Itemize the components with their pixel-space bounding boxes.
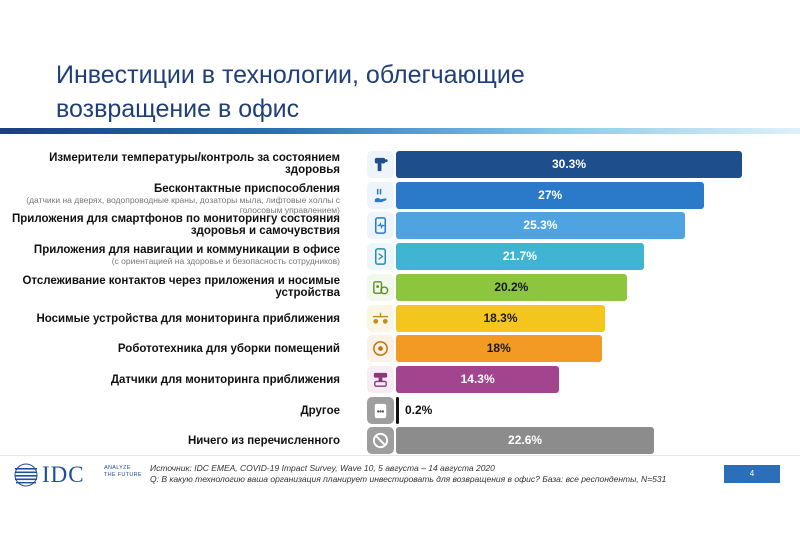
bar-value-label: 27% (538, 187, 563, 202)
category-label: Ничего из перечисленного (0, 435, 340, 447)
footer-divider (0, 455, 800, 456)
category-label: Приложения для навигации и коммуникации … (0, 244, 340, 266)
thermometer-icon (367, 151, 394, 178)
bar-value-label: 14.3% (460, 371, 495, 386)
bar-row: Ничего из перечисленного 22.6% (0, 427, 800, 457)
category-label-text: Измерители температуры/контроль за состо… (49, 152, 340, 176)
bar-row: Другое 0.2% (0, 396, 800, 427)
bar-value-label: 25.3% (523, 218, 558, 233)
touchless-hand-icon (367, 181, 394, 209)
idc-logo: IDC ANALYZE THE FUTURE (14, 462, 144, 488)
slide-title-line-2: возвращение в офис (56, 95, 300, 123)
bar (396, 273, 627, 301)
category-label: Измерители температуры/контроль за состо… (0, 152, 340, 176)
category-label: Бесконтактные приспособления (датчики на … (0, 183, 340, 215)
bar-row: Приложения для смартфонов по мониторингу… (0, 212, 800, 242)
category-label-text: Робототехника для уборки помещений (117, 343, 340, 356)
bar-value-label: 0.2% (405, 402, 433, 417)
category-label-text: Приложения для навигации и коммуникации … (33, 244, 340, 257)
category-label-text: Носимые устройства для мониторинга прибл… (36, 312, 340, 325)
bar-value-label: 18.3% (483, 310, 518, 325)
bar (396, 396, 399, 424)
category-label-text: Датчики для мониторинга приближения (110, 373, 340, 386)
category-sublabel: (с ориентацией на здоровье и безопасност… (111, 256, 340, 267)
bar-value-label: 21.7% (502, 249, 537, 264)
slide-title: Инвестиции в технологии, облегчающие воз… (56, 58, 756, 126)
wearable-distance-icon (367, 304, 394, 332)
bar-value-label: 30.3% (551, 157, 587, 171)
none-icon (367, 427, 394, 455)
source-note: Источник: IDC EMEA, COVID-19 Impact Surv… (150, 463, 710, 485)
idc-logo-text: IDC (42, 462, 85, 487)
bar (396, 304, 605, 332)
category-label: Другое (0, 405, 340, 417)
category-label-text: Другое (300, 404, 340, 417)
bar (396, 335, 602, 363)
category-label: Робототехника для уборки помещений (0, 343, 340, 355)
bar-row: Робототехника для уборки помещений 18% (0, 335, 800, 365)
page-number: 4 (724, 465, 780, 483)
bar-row: Бесконтактные приспособления (датчики на … (0, 181, 800, 215)
bar-value-label: 18% (486, 341, 511, 356)
bar (396, 365, 560, 393)
idc-logo-tagline: ANALYZE THE FUTURE (104, 465, 142, 478)
bar-value-label: 22.6% (508, 433, 543, 448)
title-divider (0, 128, 800, 134)
bar-row: Приложения для навигации и коммуникации … (0, 243, 800, 273)
contact-tracing-icon (367, 273, 394, 301)
proximity-sensor-icon (367, 365, 394, 393)
category-sublabel: (датчики на дверях, водопроводные краны,… (26, 194, 340, 215)
slide-title-line-1: Инвестиции в технологии, облегчающие (56, 61, 525, 89)
category-label: Носимые устройства для мониторинга прибл… (0, 313, 340, 325)
bar (396, 427, 655, 455)
category-label-text: Приложения для смартфонов по мониторингу… (12, 213, 340, 238)
bar (396, 243, 644, 271)
source-line-2: Q: В какую технологию ваша организация п… (150, 474, 667, 484)
category-label-text: Отслеживание контактов через приложения … (22, 274, 340, 299)
bar-row: Датчики для мониторинга приближения 14.3% (0, 365, 800, 396)
bar-row: Носимые устройства для мониторинга прибл… (0, 304, 800, 335)
category-label-text: Бесконтактные приспособления (153, 182, 340, 195)
bar (396, 151, 742, 178)
bar-value-label: 20.2% (494, 279, 529, 294)
category-label-text: Ничего из перечисленного (187, 435, 340, 448)
bar-row: Измерители температуры/контроль за состо… (0, 151, 800, 181)
category-label: Отслеживание контактов через приложения … (0, 275, 340, 299)
idc-globe-icon (14, 463, 38, 487)
cleaning-robot-icon (367, 335, 394, 363)
source-line-1: Источник: IDC EMEA, COVID-19 Impact Surv… (150, 463, 495, 473)
bar (396, 212, 685, 240)
other-dots-icon (367, 396, 394, 424)
category-label: Датчики для мониторинга приближения (0, 374, 340, 386)
bar (396, 181, 705, 209)
bar-row: Отслеживание контактов через приложения … (0, 273, 800, 304)
office-navigation-icon (367, 243, 394, 271)
category-label: Приложения для смартфонов по мониторингу… (0, 213, 340, 237)
smartphone-health-icon (367, 212, 394, 240)
